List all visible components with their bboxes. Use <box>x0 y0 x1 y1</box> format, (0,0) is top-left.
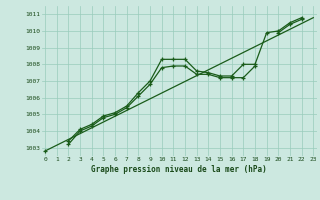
X-axis label: Graphe pression niveau de la mer (hPa): Graphe pression niveau de la mer (hPa) <box>91 165 267 174</box>
